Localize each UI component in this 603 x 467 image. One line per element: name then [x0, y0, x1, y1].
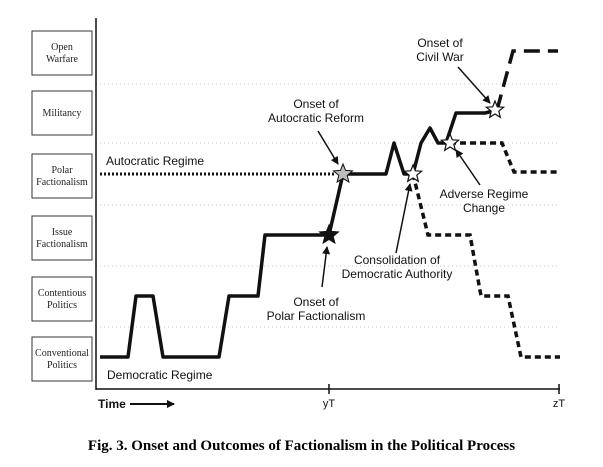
- level-box-open-warfare: Open Warfare: [31, 30, 93, 76]
- level-gridlines: [96, 83, 560, 328]
- democratic-regime-label: Democratic Regime: [107, 368, 213, 382]
- adverse-change-trajectory: [450, 141, 560, 174]
- consolidation-label: Consolidation of: [354, 253, 441, 267]
- level-box-polar-factionalism: Polar Factionalism: [31, 153, 93, 199]
- consolidation-label: Democratic Authority: [342, 267, 453, 281]
- civil-war-label: Onset of: [417, 36, 463, 50]
- level-label: Issue: [52, 227, 73, 238]
- level-box-issue-factionalism: Issue Factionalism: [31, 215, 93, 261]
- level-label: Factionalism: [36, 177, 88, 188]
- civil-war-star-icon: [484, 99, 506, 119]
- civil-war-trajectory: [495, 49, 558, 111]
- onset-polar-label: Onset of: [293, 295, 339, 309]
- adverse-change-label: Adverse Regime: [440, 187, 529, 201]
- level-label: Factionalism: [36, 239, 88, 250]
- consolidation-trajectory: [411, 173, 560, 359]
- time-axis-label: Time: [98, 397, 126, 411]
- level-box-conventional-politics: Conventional Politics: [31, 336, 93, 382]
- level-label: Open: [51, 42, 73, 53]
- level-label: Militancy: [43, 108, 82, 119]
- main-trajectory: [100, 108, 498, 359]
- level-label: Politics: [47, 360, 77, 371]
- level-box-militancy: Militancy: [31, 90, 93, 136]
- arrow-consolidation: [395, 183, 413, 254]
- level-label: Contentious: [38, 288, 86, 299]
- tick-label-zT: zT: [553, 398, 566, 410]
- figure-caption: Fig. 3. Onset and Outcomes of Factionali…: [87, 438, 516, 454]
- level-label: Conventional: [35, 348, 89, 359]
- onset-autocratic-star-icon: [332, 162, 354, 184]
- adverse-change-label: Change: [463, 201, 505, 215]
- onset-polar-label: Polar Factionalism: [267, 309, 366, 323]
- onset-polar-star-icon: [318, 223, 340, 245]
- onset-autocratic-label: Autocratic Reform: [268, 111, 364, 125]
- arrow-adverse-change: [455, 149, 481, 186]
- adverse-change-star-icon: [439, 132, 461, 152]
- arrow-onset-polar: [321, 246, 331, 288]
- autocratic-regime-label: Autocratic Regime: [106, 154, 204, 168]
- level-box-contentious-politics: Contentious Politics: [31, 276, 93, 322]
- arrow-civil-war: [457, 66, 491, 104]
- civil-war-label: Civil War: [416, 50, 464, 64]
- level-label: Warfare: [46, 54, 79, 65]
- tick-label-yT: yT: [323, 398, 336, 410]
- level-label: Politics: [47, 300, 77, 311]
- onset-autocratic-label: Onset of: [293, 97, 339, 111]
- arrow-onset-autocratic: [317, 130, 339, 165]
- consolidation-star-icon: [402, 163, 424, 183]
- level-label: Polar: [51, 165, 73, 176]
- annotation-arrows: [317, 66, 491, 288]
